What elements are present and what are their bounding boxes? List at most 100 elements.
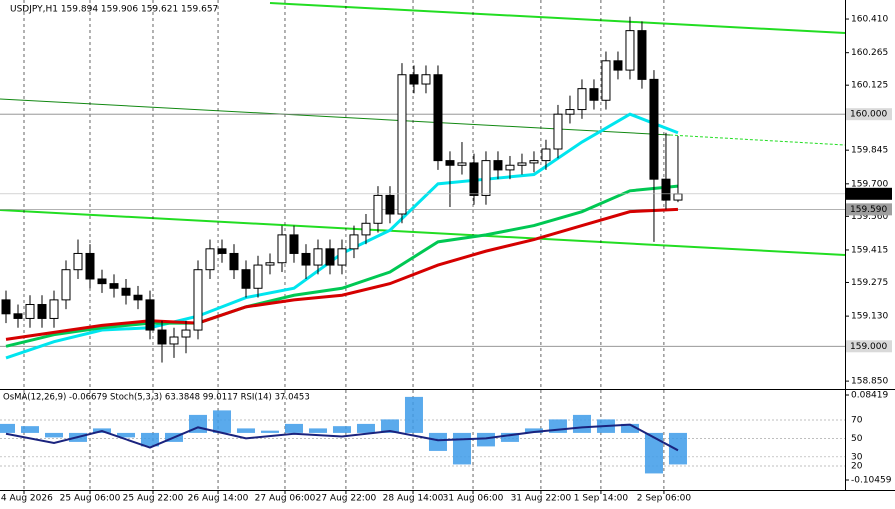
candle-body bbox=[181, 329, 191, 338]
x-tick-label: 27 Aug 06:00 bbox=[255, 494, 316, 504]
osma-bar bbox=[0, 423, 15, 433]
candle-body bbox=[49, 299, 59, 319]
y-tick-label: 159.560 bbox=[851, 212, 888, 222]
candle-body bbox=[1, 299, 11, 315]
osma-bar bbox=[620, 423, 639, 433]
candle-body bbox=[301, 252, 311, 266]
candle-body bbox=[13, 313, 23, 319]
osma-bar bbox=[116, 432, 135, 438]
osma-bar bbox=[260, 430, 279, 433]
candle-body bbox=[433, 74, 443, 162]
candle-body bbox=[481, 160, 491, 196]
osma-bar bbox=[356, 423, 375, 433]
candle-body bbox=[493, 160, 503, 171]
candle-body bbox=[205, 248, 215, 271]
y-tick-label: 160.265 bbox=[851, 48, 888, 58]
chart-title: USDJPY,H1 159.894 159.906 159.621 159.65… bbox=[10, 5, 218, 15]
y-tick-label: 159.130 bbox=[851, 312, 888, 322]
candle-body bbox=[313, 248, 323, 266]
osma-bar bbox=[572, 414, 591, 433]
candle-body bbox=[133, 294, 143, 301]
x-tick-label: 25 Aug 22:00 bbox=[123, 494, 184, 504]
x-tick-label: 27 Aug 22:00 bbox=[316, 494, 377, 504]
y-tick-label: 158.850 bbox=[851, 377, 888, 387]
x-tick-label: 24 Aug 2026 bbox=[0, 494, 53, 504]
candle-body bbox=[157, 329, 167, 345]
level-label: 159.000 bbox=[850, 342, 887, 352]
candle-body bbox=[109, 283, 119, 289]
candle-body bbox=[337, 248, 347, 266]
candle-body bbox=[613, 60, 623, 71]
y-tick-label: 159.415 bbox=[851, 245, 888, 255]
candle-body bbox=[253, 264, 263, 289]
candle-body bbox=[193, 269, 203, 331]
osma-bar bbox=[236, 428, 255, 433]
candle-body bbox=[589, 88, 599, 101]
candle-body bbox=[457, 162, 467, 166]
indicator-tick-label: 0.08419 bbox=[851, 391, 888, 401]
level-label: 160.000 bbox=[850, 110, 887, 120]
candle-body bbox=[469, 162, 479, 196]
candle-body bbox=[265, 262, 275, 266]
osma-bar bbox=[140, 432, 159, 447]
x-tick-label: 2 Sep 06:00 bbox=[637, 494, 692, 504]
candle-body bbox=[517, 162, 527, 166]
candle-body bbox=[373, 194, 383, 224]
osma-bar bbox=[212, 410, 231, 433]
x-tick-label: 28 Aug 14:00 bbox=[383, 494, 444, 504]
y-tick-label: 159.845 bbox=[851, 146, 888, 156]
x-tick-label: 25 Aug 06:00 bbox=[60, 494, 121, 504]
rsi-line bbox=[5, 423, 679, 452]
osma-bar bbox=[404, 396, 423, 433]
osma-bar bbox=[524, 428, 543, 433]
candle-body bbox=[217, 248, 227, 254]
current-price-label: 159.657 bbox=[850, 189, 887, 199]
osma-bar bbox=[500, 432, 519, 442]
x-tick-label: 31 Aug 06:00 bbox=[443, 494, 504, 504]
candle-body bbox=[505, 164, 515, 171]
candle-body bbox=[241, 269, 251, 289]
level-label-bg bbox=[846, 340, 892, 353]
candle-body bbox=[409, 74, 419, 85]
y-tick-label: 159.275 bbox=[851, 278, 888, 288]
candle-body bbox=[577, 88, 587, 111]
candle-body bbox=[277, 234, 287, 264]
level-label-bg bbox=[846, 203, 892, 216]
current-price-bg bbox=[846, 187, 892, 200]
osma-bar bbox=[428, 432, 447, 451]
candle-body bbox=[289, 234, 299, 254]
x-tick-label: 1 Sep 14:00 bbox=[574, 494, 629, 504]
moving-average bbox=[5, 207, 679, 341]
candle-body bbox=[625, 30, 635, 71]
candle-body bbox=[445, 160, 455, 166]
indicator-label: OsMA(12,26,9) -0.06679 Stoch(5,3,3) 63.3… bbox=[3, 393, 310, 403]
candle-body bbox=[361, 222, 371, 236]
candle-body bbox=[673, 193, 683, 201]
candle-body bbox=[397, 74, 407, 215]
level-label-bg bbox=[846, 108, 892, 121]
osma-bar bbox=[44, 432, 63, 438]
candle-body bbox=[325, 248, 335, 266]
osma-bar bbox=[668, 432, 687, 465]
osma-bar bbox=[644, 432, 663, 474]
candle-body bbox=[349, 234, 359, 250]
x-tick-label: 26 Aug 14:00 bbox=[188, 494, 249, 504]
candle-body bbox=[661, 178, 671, 201]
osma-bar bbox=[332, 426, 351, 433]
candle-body bbox=[565, 109, 575, 115]
osma-bar bbox=[20, 426, 39, 433]
osma-bar bbox=[476, 432, 495, 447]
y-tick-label: 159.700 bbox=[851, 179, 888, 189]
candle-body bbox=[421, 74, 431, 85]
y2-tick-label: 30 bbox=[851, 452, 863, 462]
y-tick-label: 160.125 bbox=[851, 81, 888, 91]
candle-body bbox=[97, 278, 107, 285]
moving-average bbox=[5, 184, 679, 348]
candle-body bbox=[145, 299, 155, 331]
trend-line bbox=[269, 2, 846, 34]
candle-body bbox=[601, 60, 611, 101]
trend-line bbox=[669, 134, 846, 146]
candle-body bbox=[229, 252, 239, 271]
osma-bar bbox=[452, 432, 471, 465]
